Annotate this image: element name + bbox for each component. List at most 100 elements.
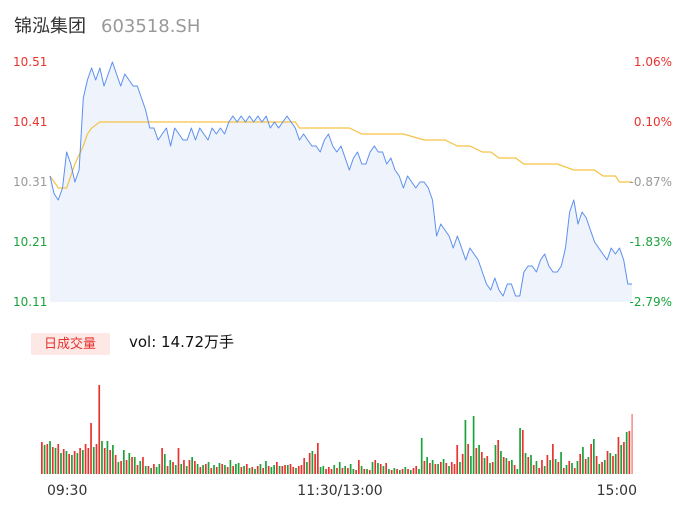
volume-bar	[450, 462, 453, 474]
volume-bar	[311, 451, 314, 474]
volume-bar	[502, 457, 505, 474]
volume-bar	[286, 465, 289, 474]
volume-bar	[172, 462, 174, 474]
volume-bar	[453, 464, 456, 474]
volume-bar	[276, 462, 278, 474]
volume-bar	[543, 466, 546, 474]
x-tick-label: 11:30/13:00	[297, 483, 382, 499]
volume-bar	[527, 457, 530, 474]
volume-bar	[584, 459, 587, 474]
stock-name: 锦泓集团	[14, 16, 86, 37]
volume-bar	[254, 469, 256, 474]
volume-bar	[300, 465, 303, 474]
volume-bar	[57, 444, 60, 474]
volume-bar	[631, 414, 633, 474]
volume-bar	[371, 462, 374, 474]
volume-bar	[125, 460, 128, 474]
volume-bar	[150, 468, 152, 474]
volume-bar	[456, 445, 459, 474]
volume-bar	[429, 463, 431, 474]
price-area	[50, 62, 632, 302]
volume-bar	[114, 455, 117, 474]
volume-bar	[90, 423, 92, 474]
volume-bar	[215, 467, 218, 474]
volume-bar	[415, 466, 418, 474]
volume-bar	[213, 465, 215, 474]
volume-bar	[374, 460, 377, 474]
volume-bar	[338, 462, 341, 474]
volume-bar	[196, 464, 199, 474]
volume-bar	[418, 469, 420, 474]
volume-bar	[390, 470, 393, 474]
volume-bar	[470, 456, 472, 474]
volume-bar	[464, 420, 467, 474]
volume-bar	[363, 469, 366, 474]
price-area-fill	[50, 62, 632, 302]
volume-bar	[448, 466, 450, 474]
volume-bar	[601, 462, 603, 474]
volume-bar	[142, 457, 144, 474]
volume-bar	[480, 452, 483, 474]
volume-bar	[442, 459, 445, 474]
volume-bar	[322, 466, 325, 474]
volume-bar	[434, 464, 437, 474]
volume-bar	[535, 461, 538, 474]
volume-bar	[308, 453, 311, 474]
volume-bar	[472, 416, 475, 474]
volume-bar	[256, 466, 259, 474]
volume-bar	[327, 467, 330, 474]
volume-bar	[317, 443, 319, 474]
volume-bar	[486, 456, 489, 474]
volume-bar	[576, 461, 579, 474]
volume-bar	[128, 453, 131, 474]
volume-bar	[546, 455, 549, 474]
volume-bar	[259, 464, 262, 474]
volume-bar	[106, 441, 109, 474]
volume-bar	[336, 468, 338, 474]
volume-bar	[598, 464, 601, 474]
volume-bar	[625, 432, 628, 474]
volume-bar	[344, 466, 347, 474]
volume-bar	[84, 444, 87, 474]
price-series-line	[49, 61, 632, 297]
volume-bar	[377, 463, 379, 474]
volume-bar	[483, 458, 486, 474]
volume-bar	[623, 442, 625, 474]
volume-bar	[207, 462, 210, 474]
volume-bar	[51, 447, 54, 474]
volume-bar	[226, 467, 229, 474]
volume-bar	[445, 463, 448, 474]
volume-bar	[319, 467, 322, 474]
volume-bar	[554, 459, 557, 474]
volume-bar	[500, 451, 502, 474]
volume-bar	[278, 466, 281, 474]
x-tick-label: 15:00	[597, 483, 637, 499]
volume-bar	[349, 464, 352, 474]
volume-bar	[218, 463, 221, 474]
volume-bar	[549, 460, 551, 474]
volume-bar	[532, 465, 535, 474]
volume-bar	[590, 444, 592, 474]
volume-bar	[393, 468, 396, 474]
volume-bar	[467, 444, 469, 474]
volume-bar	[273, 465, 275, 474]
volume-bar	[409, 470, 412, 474]
volume-bar	[297, 466, 300, 474]
volume-bar	[516, 469, 519, 474]
volume-bar	[396, 469, 398, 474]
volume-bar	[153, 464, 155, 474]
volume-bar	[303, 458, 306, 474]
volume-bar	[412, 468, 415, 474]
volume-bar	[379, 464, 382, 474]
volume-bar	[204, 464, 207, 474]
volume-bar	[606, 451, 609, 474]
y-tick-right: 1.06%	[634, 55, 672, 69]
volume-bar	[491, 462, 494, 474]
volume-bar	[494, 445, 497, 474]
volume-bar	[199, 467, 202, 474]
volume-bar	[519, 428, 521, 474]
volume-bar	[139, 461, 142, 474]
volume-bar	[524, 453, 527, 474]
volume-bar	[557, 462, 560, 474]
